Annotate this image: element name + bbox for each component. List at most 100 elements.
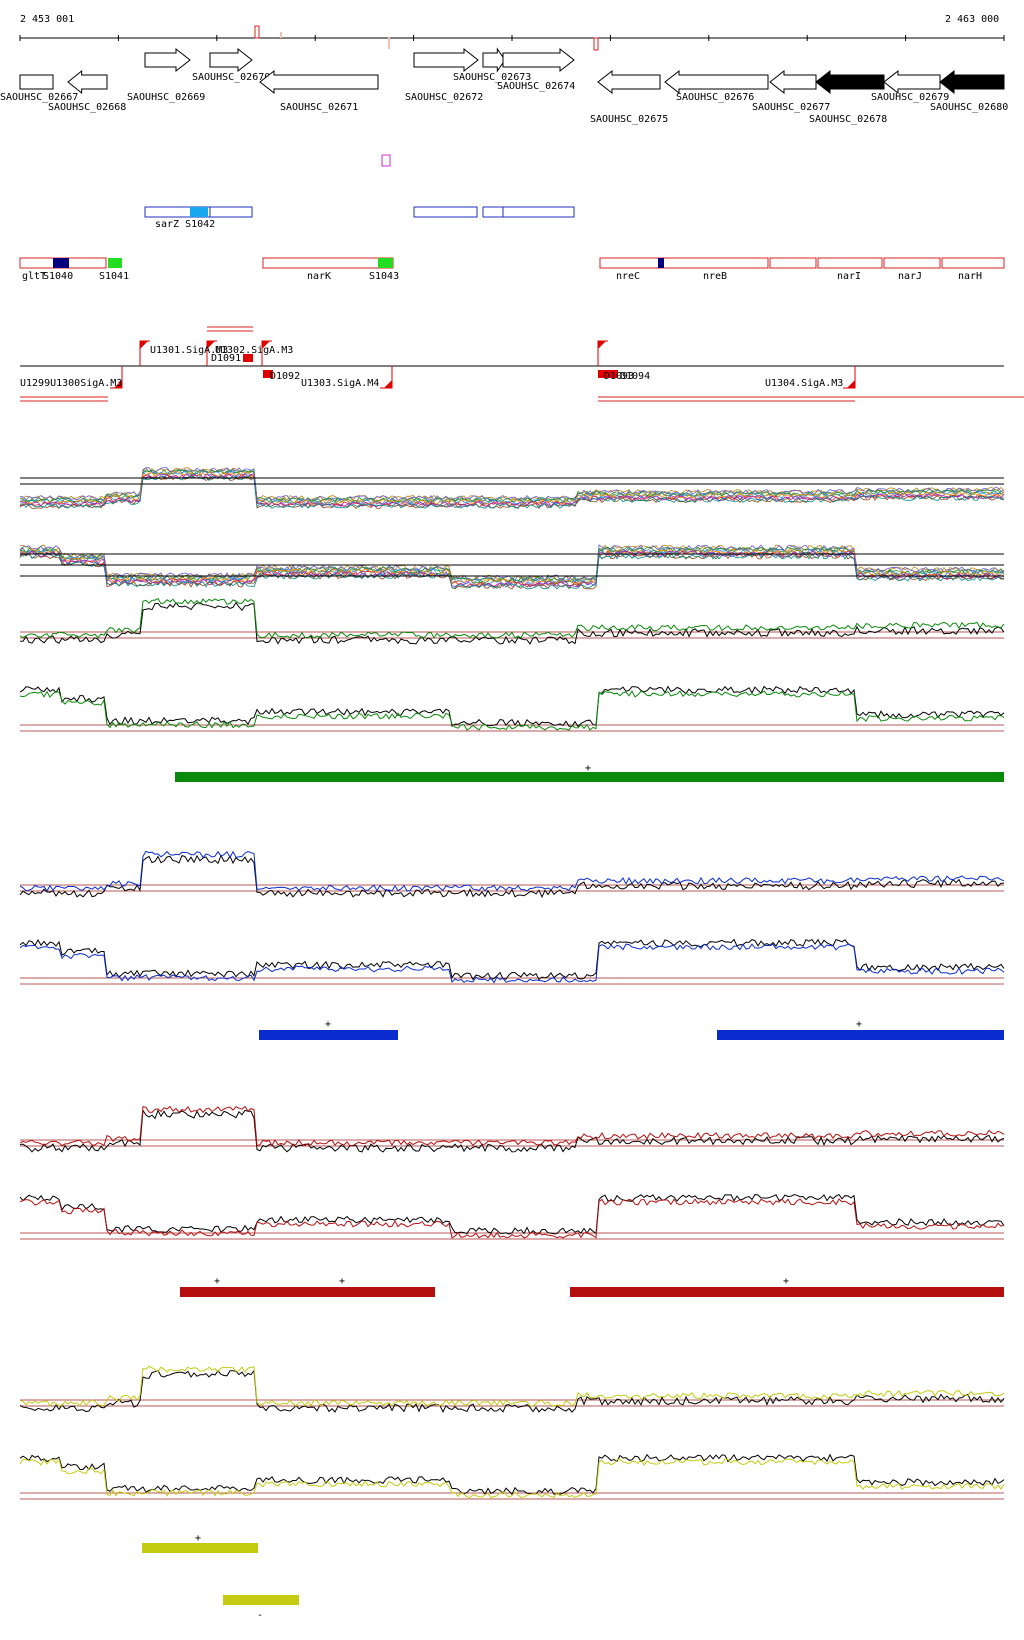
gene-arrow <box>664 69 769 95</box>
overview-trace <box>19 467 1005 502</box>
gene-label: SAOUHSC_02678 <box>809 114 887 125</box>
overview-trace <box>19 544 1005 582</box>
gene-arrow <box>939 69 1005 95</box>
segment-bar <box>717 1030 1004 1040</box>
axis-end-label: 2 463 000 <box>945 14 999 25</box>
gene-arrow <box>19 74 54 90</box>
tss-label: U1304.SigA.M3 <box>765 378 843 389</box>
feature-label: sarZ S1042 <box>155 219 215 230</box>
gene-arrow <box>502 47 575 73</box>
expression-trace <box>19 938 1005 981</box>
expression-tracks <box>19 467 1005 1500</box>
tss-arrowhead <box>598 341 606 349</box>
expression-trace <box>19 1369 1005 1414</box>
gene-label: SAOUHSC_02671 <box>280 102 358 113</box>
expression-trace <box>19 850 1005 892</box>
plus-marker: + <box>195 1533 201 1544</box>
tss-label: U1302.SigA.M3 <box>215 345 293 356</box>
gene-label: SAOUHSC_02669 <box>127 92 205 103</box>
gene-label: SAOUHSC_02667 <box>0 92 78 103</box>
expression-trace <box>19 685 1005 728</box>
plus-marker: + <box>585 763 591 774</box>
expression-trace <box>19 1198 1005 1239</box>
feature-label: narH <box>958 271 982 282</box>
gene-arrow <box>67 69 108 95</box>
expression-trace <box>19 1105 1005 1147</box>
gene-label: SAOUHSC_02673 <box>453 72 531 83</box>
gene-label: SAOUHSC_02672 <box>405 92 483 103</box>
plus-marker: + <box>214 1276 220 1287</box>
expression-trace <box>19 943 1005 984</box>
coordinate-axis: 2 453 001 2 463 000 <box>19 14 1005 51</box>
gene-label: SAOUHSC_02670 <box>192 72 270 83</box>
tss-label: U1303.SigA.M4 <box>301 378 379 389</box>
feature-label: narJ <box>898 271 922 282</box>
gene-label: SAOUHSC_02668 <box>48 102 126 113</box>
tss-arrowhead <box>207 341 215 349</box>
segment-bar <box>175 772 1004 782</box>
plus-marker: + <box>783 1276 789 1287</box>
feature-label: gltT <box>22 271 46 282</box>
segment-bar <box>180 1287 435 1297</box>
tss-label: D1094 <box>620 371 650 382</box>
gene-label: SAOUHSC_02677 <box>752 102 830 113</box>
expression-trace <box>20 601 1005 645</box>
gene-arrow <box>144 47 191 73</box>
tss-arrowhead <box>384 380 392 388</box>
tss-block <box>598 370 618 378</box>
tss-block <box>263 370 273 378</box>
expression-trace <box>19 1193 1005 1235</box>
feature-label: S1043 <box>369 271 399 282</box>
gene-label: SAOUHSC_02675 <box>590 114 668 125</box>
minus-marker: - <box>257 1610 263 1621</box>
overview-trace <box>19 469 1005 504</box>
tss-label: U1301.SigA.M3 <box>150 345 228 356</box>
tss-block <box>243 354 253 362</box>
segment-bar <box>223 1595 299 1605</box>
plus-marker: + <box>339 1276 345 1287</box>
segment-bar <box>142 1543 258 1553</box>
gene-label: SAOUHSC_02674 <box>497 81 575 92</box>
feature-label: nreC <box>616 271 640 282</box>
overview-trace <box>19 467 1005 502</box>
feature-label: nreB <box>703 271 727 282</box>
marker-box <box>381 154 391 167</box>
gene-arrow <box>259 69 379 95</box>
gene-arrow <box>815 69 885 95</box>
feature-label: S1041 <box>99 271 129 282</box>
tss-label: D1092 <box>270 371 300 382</box>
overview-trace <box>19 471 1005 506</box>
expression-trace <box>19 690 1005 731</box>
gene-arrow <box>597 69 661 95</box>
expression-trace <box>19 597 1005 639</box>
gene-arrow <box>482 47 506 73</box>
gene-arrow <box>209 47 253 73</box>
feature-label: narI <box>837 271 861 282</box>
expression-trace <box>19 854 1005 899</box>
gene-track: SAOUHSC_02667 SAOUHSC_02668 SAOUHSC_0266… <box>0 47 1008 125</box>
expression-trace <box>19 1365 1005 1407</box>
gene-arrow <box>769 69 817 95</box>
gene-label: SAOUHSC_02679 <box>871 92 949 103</box>
tss-arrowhead <box>262 341 270 349</box>
overview-trace <box>19 470 1005 506</box>
tss-label: U1299U1300SigA.M3 <box>20 378 122 389</box>
plus-marker: + <box>856 1019 862 1030</box>
tss-arrowhead <box>847 380 855 388</box>
gene-arrow <box>883 69 941 95</box>
blue-feature-track: sarZ S1042 <box>144 206 575 230</box>
tss-label: D1091 <box>211 353 241 364</box>
gene-label: SAOUHSC_02680 <box>930 102 1008 113</box>
expression-trace <box>19 1109 1005 1153</box>
gene-arrow <box>413 47 479 73</box>
plus-marker: + <box>325 1019 331 1030</box>
condition-segments: + + + + + + + - <box>142 763 1004 1621</box>
segment-bar <box>570 1287 1004 1297</box>
expression-trace <box>19 1453 1005 1496</box>
feature-label: narK <box>307 271 331 282</box>
segment-bar <box>259 1030 398 1040</box>
overview-trace <box>19 548 1005 586</box>
tss-track: U1301.SigA.M3 U1302.SigA.M3 D1091 U1299U… <box>20 326 1024 402</box>
tss-label: D1093 <box>604 371 634 382</box>
